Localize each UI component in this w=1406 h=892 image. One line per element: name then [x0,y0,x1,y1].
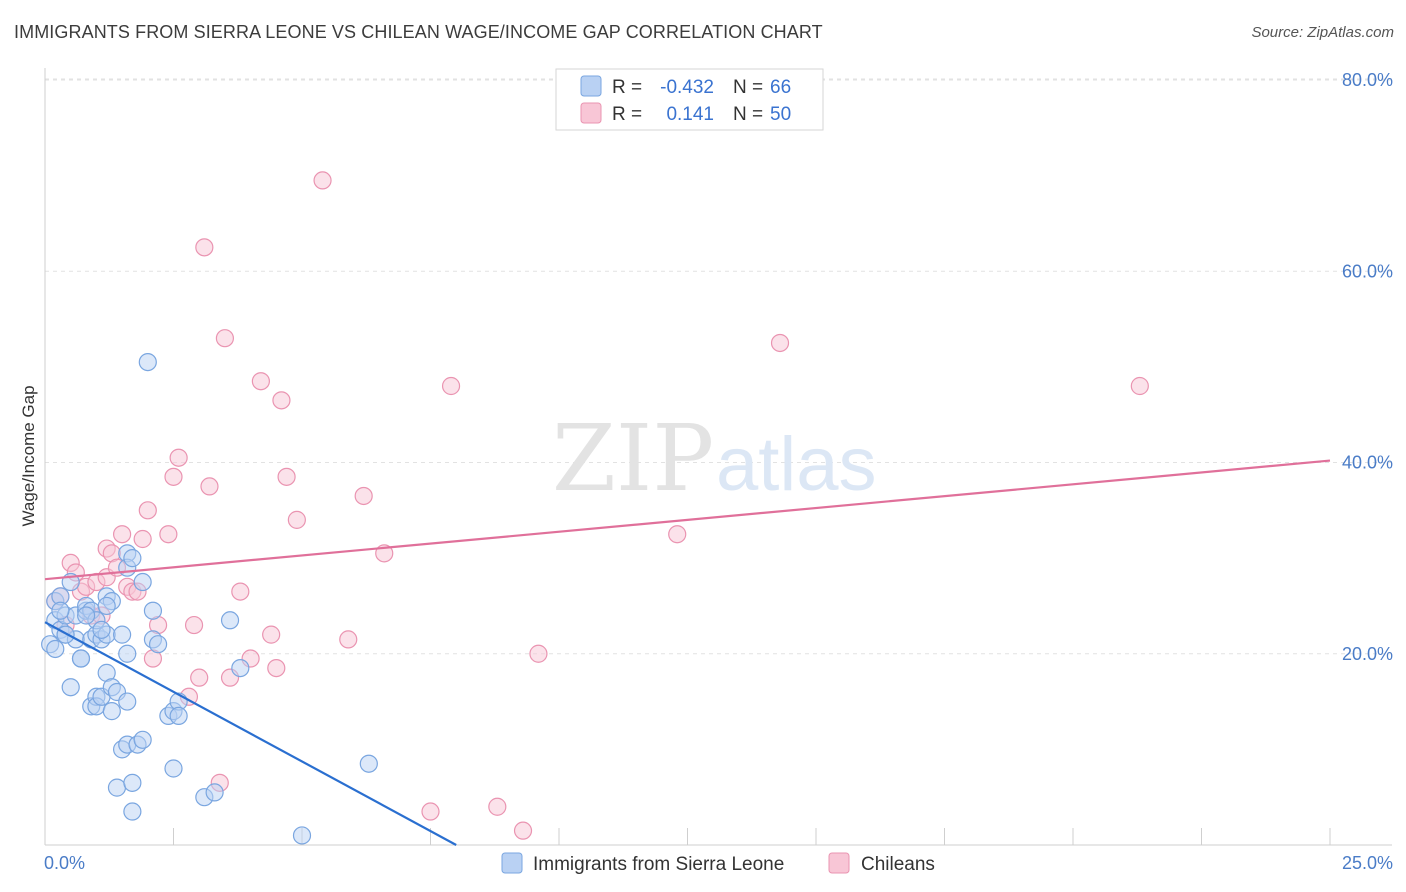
point-chileans [159,525,178,544]
point-chileans [164,467,183,486]
source-label: Source: ZipAtlas.com [1251,24,1394,41]
point-sierra-leone [118,692,137,711]
y-tick-label: 80.0% [1342,70,1393,90]
point-sierra-leone [123,802,142,821]
point-sierra-leone [123,773,142,792]
point-sierra-leone [133,730,152,749]
x-tick-labels: 0.0% 25.0% [44,853,1393,873]
point-chileans [529,644,548,663]
point-chileans [488,797,507,816]
point-chileans [770,333,790,353]
legend-swatch-blue [580,75,602,97]
point-sierra-leone [292,826,312,845]
point-chileans [441,376,461,396]
legend-swatch-pink [580,102,602,124]
point-sierra-leone [143,601,163,620]
point-chileans [138,501,157,520]
point-sierra-leone [61,678,80,697]
trend-lines [44,459,1331,846]
legend-n-value-1: 66 [770,77,791,98]
legend-n-value-2: 50 [770,104,791,125]
point-sierra-leone [77,606,96,625]
legend-r-value-2: 0.141 [666,104,714,125]
point-chileans [195,238,214,257]
point-sierra-leone [97,596,116,616]
point-sierra-leone [71,649,91,668]
point-chileans [133,529,152,549]
point-chileans [277,467,296,486]
point-chileans [668,525,687,544]
point-chileans [112,525,132,544]
point-sierra-leone [92,620,111,639]
watermark-zip: ZIP [552,405,714,512]
legend-n-label-2: N = [733,104,763,125]
y-axis-label: Wage/Income Gap [19,385,38,526]
trend-line-chileans [44,459,1331,581]
y-tick-label: 40.0% [1342,453,1393,473]
point-chileans [421,802,440,821]
x-tick-label-max: 25.0% [1342,853,1393,873]
point-sierra-leone [231,658,250,678]
y-tick-label: 20.0% [1342,644,1393,664]
bottom-legend-label-blue: Immigrants from Sierra Leone [533,854,784,875]
point-sierra-leone [148,635,168,654]
point-sierra-leone [46,639,65,659]
legend-box: R = -0.432 N = 66 R = 0.141 N = 50 [555,68,824,131]
legend-n-label-1: N = [733,77,763,98]
point-sierra-leone [102,702,121,721]
point-chileans [1130,376,1149,396]
point-chileans [169,448,188,467]
point-sierra-leone [205,783,224,802]
point-chileans [184,615,204,635]
point-sierra-leone [51,601,70,620]
y-tick-label: 60.0% [1342,261,1393,281]
chart-title: IMMIGRANTS FROM SIERRA LEONE VS CHILEAN … [14,22,823,42]
legend-r-label-2: R = [612,104,642,125]
point-sierra-leone [164,759,183,778]
point-sierra-leone [220,611,240,630]
point-chileans [513,821,533,840]
point-chileans [251,372,270,391]
point-chileans [200,477,219,496]
point-chileans [262,625,281,644]
point-sierra-leone [56,625,75,644]
point-sierra-leone [112,625,132,644]
point-sierra-leone [107,778,127,797]
watermark-atlas: atlas [716,422,877,507]
bottom-legend: Immigrants from Sierra Leone Chileans [501,852,935,875]
legend-r-value-1: -0.432 [660,77,714,98]
point-chileans [354,486,373,506]
point-sierra-leone [123,549,142,568]
legend-r-label-1: R = [612,77,642,98]
bottom-legend-label-pink: Chileans [861,854,935,875]
bottom-legend-swatch-pink [828,852,850,874]
x-tick-label-min: 0.0% [44,853,85,873]
point-chileans [313,171,332,190]
grid-lines [45,78,1392,655]
bottom-legend-swatch-blue [501,852,523,874]
point-sierra-leone [359,754,378,773]
point-sierra-leone [169,706,188,726]
point-chileans [287,510,306,529]
point-chileans [190,668,209,687]
point-sierra-leone [118,644,137,663]
point-sierra-leone [133,572,152,592]
watermark: ZIP atlas [552,405,877,512]
point-chileans [339,630,358,649]
trend-line-sierra-leone [44,621,457,846]
point-chileans [267,658,286,678]
point-chileans [231,582,250,601]
point-chileans [272,391,291,410]
y-tick-labels: 20.0% 40.0% 60.0% 80.0% [1342,70,1393,664]
sierra-leone-points [41,352,378,845]
point-sierra-leone [138,352,157,372]
point-chileans [215,329,234,348]
